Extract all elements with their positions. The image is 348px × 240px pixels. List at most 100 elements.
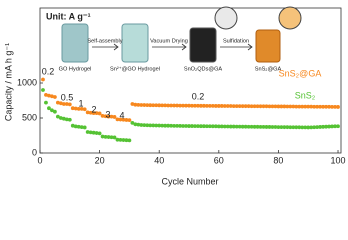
point [288, 104, 293, 109]
point [210, 103, 215, 108]
x-axis-label: Cycle Number [161, 176, 218, 186]
point [336, 124, 340, 129]
legend-label: SnS₂ [295, 90, 316, 100]
point [154, 103, 159, 108]
point [130, 102, 135, 106]
point [53, 109, 57, 114]
point [55, 100, 60, 105]
point [112, 135, 117, 140]
point [103, 135, 108, 139]
rate-label: 0.2 [192, 91, 205, 101]
point [97, 131, 102, 136]
point [279, 125, 284, 129]
point [330, 124, 334, 129]
point [88, 130, 93, 135]
point [204, 103, 209, 108]
x-tick-label: 0 [37, 155, 42, 165]
point [309, 104, 314, 109]
point [44, 93, 48, 97]
point [261, 104, 266, 109]
point [196, 124, 200, 129]
point [333, 124, 337, 129]
point [85, 110, 90, 115]
point [225, 124, 230, 129]
point [151, 103, 156, 108]
point [169, 123, 174, 128]
point [219, 104, 224, 108]
schematic-label: SnO₂QDs@GA [184, 66, 223, 72]
point [199, 103, 203, 108]
point [50, 94, 54, 99]
point [321, 124, 326, 129]
point [267, 125, 272, 129]
point [264, 125, 269, 129]
point [163, 103, 168, 108]
rate-label: 2 [91, 104, 96, 114]
point [222, 124, 227, 129]
beaker-sno2 [189, 27, 217, 63]
point [47, 93, 51, 98]
point [321, 104, 326, 109]
unit-label: Unit: A g⁻¹ [46, 11, 91, 21]
point [127, 138, 132, 143]
point [70, 123, 75, 128]
point [130, 121, 135, 125]
point [82, 107, 87, 112]
point [312, 125, 317, 130]
point [160, 123, 165, 128]
point [91, 130, 96, 135]
point [118, 117, 123, 122]
point [282, 104, 287, 109]
point [169, 103, 174, 108]
point [139, 123, 144, 127]
point [270, 104, 275, 109]
point [336, 105, 340, 109]
point [243, 104, 248, 109]
point [109, 114, 114, 119]
point [282, 125, 287, 130]
point [124, 138, 129, 143]
point [100, 114, 105, 118]
rate-label: 4 [119, 110, 124, 120]
point [145, 123, 150, 128]
point [237, 104, 242, 108]
point [82, 125, 87, 130]
schematic [61, 6, 302, 63]
point [324, 104, 328, 109]
point [288, 125, 293, 130]
point [330, 104, 334, 109]
point [213, 104, 218, 108]
point [47, 106, 51, 111]
point [187, 103, 191, 108]
point [216, 104, 221, 108]
x-tick-label: 40 [154, 155, 164, 165]
point [166, 103, 171, 108]
point [228, 104, 233, 108]
point [285, 104, 290, 109]
point [210, 124, 215, 129]
point [91, 111, 96, 115]
point [178, 103, 182, 108]
rate-label: 0.5 [61, 92, 74, 102]
point [324, 124, 328, 129]
point [207, 103, 212, 108]
point [64, 117, 69, 122]
point [216, 124, 221, 129]
point [237, 124, 242, 129]
point [109, 135, 114, 140]
point [94, 131, 99, 135]
point [261, 124, 266, 129]
point [276, 125, 281, 129]
point [41, 77, 45, 82]
point [58, 101, 63, 106]
point [252, 104, 257, 109]
point [234, 124, 239, 129]
point [207, 124, 212, 129]
point [166, 123, 171, 128]
point [142, 123, 147, 128]
point [157, 103, 162, 108]
point [303, 104, 308, 109]
point [44, 100, 48, 105]
point [121, 138, 126, 142]
point [88, 110, 93, 115]
